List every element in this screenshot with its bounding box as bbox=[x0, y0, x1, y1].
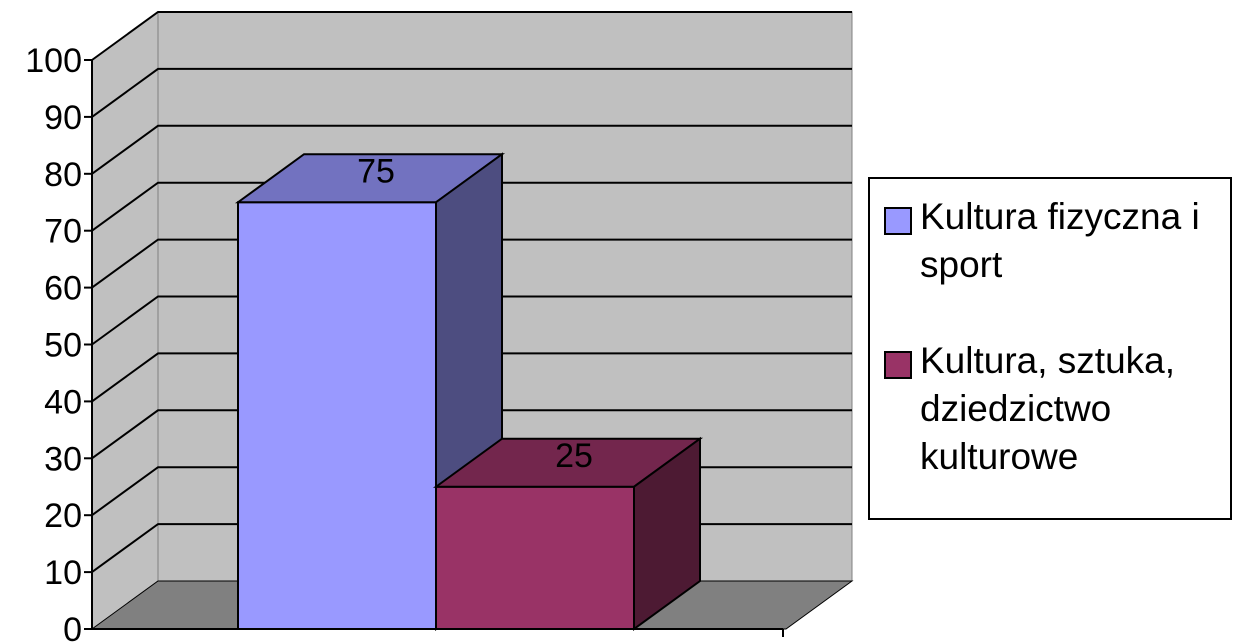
y-tick-label-60: 60 bbox=[44, 270, 82, 308]
y-tick-label-0: 0 bbox=[63, 611, 82, 643]
data-labels: 75 25 bbox=[357, 152, 593, 475]
gridline-70 bbox=[91, 181, 852, 232]
bar-front-2 bbox=[435, 485, 635, 630]
gridline-100 bbox=[91, 11, 852, 61]
y-tick-label-70: 70 bbox=[44, 213, 82, 251]
gridline-50 bbox=[91, 295, 852, 346]
legend: Kultura fizyczna i sport Kultura, sztuka… bbox=[868, 177, 1232, 520]
y-tick-label-10: 10 bbox=[44, 554, 82, 592]
gridline-60 bbox=[91, 238, 852, 289]
y-tick-label-90: 90 bbox=[44, 99, 82, 137]
gridline-30 bbox=[91, 409, 852, 460]
y-tick-label-100: 100 bbox=[25, 42, 82, 80]
data-label-1: 75 bbox=[357, 152, 395, 190]
y-tick-label-40: 40 bbox=[44, 383, 82, 421]
data-label-2: 25 bbox=[555, 437, 593, 475]
value-axis: 0 10 20 30 40 50 60 70 80 90 100 bbox=[25, 42, 784, 643]
gridline-80 bbox=[91, 124, 852, 175]
legend-item-series-2: Kultura, sztuka, dziedzictwo kulturowe bbox=[884, 337, 1224, 481]
gridline-40 bbox=[91, 352, 852, 403]
y-tick-label-50: 50 bbox=[44, 327, 82, 365]
legend-item-series-1: Kultura fizyczna i sport bbox=[884, 193, 1224, 289]
bar-2 bbox=[432, 436, 704, 631]
gridline-90 bbox=[91, 67, 852, 118]
y-tick-label-80: 80 bbox=[44, 156, 82, 194]
legend-swatch-series-1 bbox=[884, 207, 912, 235]
legend-swatch-series-2 bbox=[884, 351, 912, 379]
y-tick-label-30: 30 bbox=[44, 440, 82, 478]
bars bbox=[234, 152, 704, 631]
legend-label-series-1: Kultura fizyczna i sport bbox=[920, 196, 1200, 285]
y-tick-label-20: 20 bbox=[44, 497, 82, 535]
bar-front-1 bbox=[237, 201, 437, 630]
legend-label-series-2: Kultura, sztuka, dziedzictwo kulturowe bbox=[920, 340, 1176, 477]
bar-side-2 bbox=[633, 436, 701, 631]
